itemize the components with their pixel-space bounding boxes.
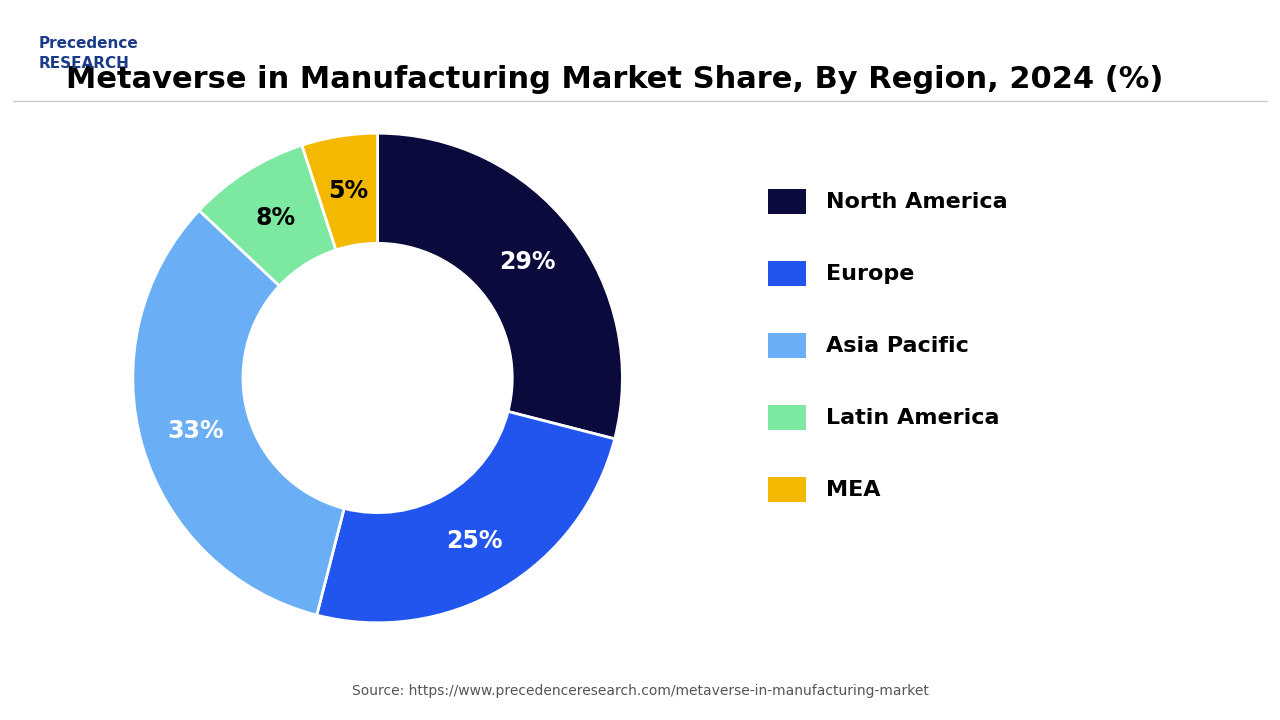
Text: 33%: 33% — [168, 419, 224, 443]
Text: Asia Pacific: Asia Pacific — [826, 336, 969, 356]
Text: Europe: Europe — [826, 264, 914, 284]
Text: 8%: 8% — [256, 206, 296, 230]
Text: MEA: MEA — [826, 480, 881, 500]
Wedge shape — [133, 210, 344, 615]
Wedge shape — [200, 145, 335, 286]
Wedge shape — [302, 133, 378, 250]
Text: 29%: 29% — [499, 250, 556, 274]
Text: Source: https://www.precedenceresearch.com/metaverse-in-manufacturing-market: Source: https://www.precedenceresearch.c… — [352, 685, 928, 698]
Text: 5%: 5% — [328, 179, 367, 202]
Wedge shape — [316, 412, 614, 623]
Text: Metaverse in Manufacturing Market Share, By Region, 2024 (%): Metaverse in Manufacturing Market Share,… — [65, 65, 1164, 94]
Text: Latin America: Latin America — [826, 408, 1000, 428]
Text: Precedence
RESEARCH: Precedence RESEARCH — [38, 36, 138, 71]
Text: North America: North America — [826, 192, 1007, 212]
Text: 25%: 25% — [445, 529, 503, 553]
Wedge shape — [378, 133, 622, 439]
